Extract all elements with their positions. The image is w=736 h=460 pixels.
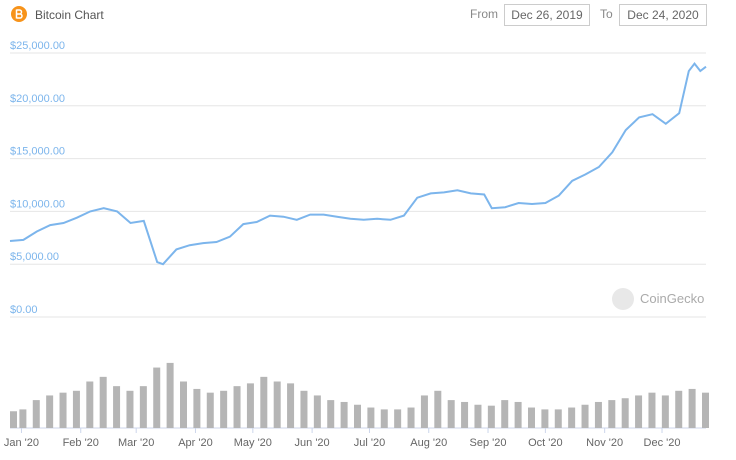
volume-bar: [675, 390, 683, 428]
volume-bar: [501, 400, 509, 428]
volume-bar: [541, 409, 549, 428]
volume-bar: [635, 395, 643, 428]
volume-bar: [340, 401, 348, 428]
y-tick-label: $15,000.00: [10, 146, 65, 158]
x-tick-label: Jun '20: [295, 437, 330, 449]
volume-bar: [220, 390, 228, 428]
volume-bar: [273, 381, 281, 428]
volume-bar: [528, 407, 535, 428]
volume-bar: [608, 400, 616, 428]
volume-bar: [367, 407, 375, 428]
volume-bar: [46, 395, 54, 428]
x-tick-label: Mar '20: [118, 437, 154, 449]
from-label: From: [470, 7, 498, 21]
x-tick-label: Dec '20: [644, 437, 681, 449]
to-date-input[interactable]: Dec 24, 2020: [619, 4, 707, 26]
volume-bar: [514, 401, 522, 428]
volume-bar: [407, 407, 415, 428]
x-tick-label: May '20: [234, 437, 272, 449]
x-tick-label: Aug '20: [410, 437, 447, 449]
volume-bar: [180, 381, 187, 428]
x-tick-label: Apr '20: [178, 437, 213, 449]
volume-bar: [447, 400, 455, 428]
from-date-input[interactable]: Dec 26, 2019: [504, 4, 590, 26]
volume-bar: [287, 383, 295, 428]
x-tick-label: Nov '20: [586, 437, 623, 449]
volume-bar: [420, 395, 428, 428]
x-tick-label: Feb '20: [63, 437, 99, 449]
volume-bar: [327, 400, 335, 428]
y-tick-label: $20,000.00: [10, 93, 65, 105]
volume-bar: [260, 376, 268, 428]
volume-bar: [193, 388, 201, 428]
volume-bar: [139, 386, 147, 428]
volume-bar: [72, 390, 80, 428]
volume-bar: [648, 392, 656, 428]
volume-bar: [300, 390, 308, 428]
volume-bar: [474, 404, 482, 428]
y-tick-label: $0.00: [10, 304, 38, 316]
y-tick-label: $10,000.00: [10, 198, 65, 210]
x-tick-label: Jul '20: [354, 437, 385, 449]
volume-bar: [354, 404, 361, 428]
volume-bar: [568, 407, 576, 428]
volume-bar: [581, 404, 589, 428]
volume-bar: [621, 398, 629, 428]
volume-bar: [166, 362, 174, 428]
to-label: To: [600, 7, 613, 21]
y-tick-label: $5,000.00: [10, 251, 59, 263]
volume-bar: [461, 401, 469, 428]
price-line: [9, 61, 707, 266]
volume-bar: [113, 386, 121, 428]
volume-bar: [554, 409, 562, 428]
volume-bar: [59, 392, 67, 428]
volume-bar: [99, 376, 107, 428]
bitcoin-glyph: [15, 9, 23, 19]
x-tick-label: Sep '20: [470, 437, 507, 449]
coingecko-logo: [612, 288, 634, 310]
volume-bar: [19, 409, 27, 428]
chart-title: Bitcoin Chart: [35, 8, 104, 22]
volume-bar: [434, 390, 442, 428]
volume-bar: [487, 405, 495, 428]
volume-bar: [661, 395, 669, 428]
watermark: CoinGecko: [640, 291, 704, 306]
volume-bar: [86, 381, 94, 428]
volume-bar: [32, 400, 40, 428]
volume-bar: [313, 395, 321, 428]
x-tick-label: Jan '20: [4, 437, 39, 449]
volume-bar: [206, 392, 214, 428]
volume-bar: [394, 409, 402, 428]
volume-bar: [10, 411, 17, 428]
volume-bar: [688, 388, 696, 428]
y-tick-label: $25,000.00: [10, 40, 65, 52]
volume-bar: [594, 401, 602, 428]
volume-bar: [153, 367, 161, 428]
volume-bar: [233, 386, 241, 428]
volume-bar: [380, 409, 388, 428]
volume-bar: [126, 390, 134, 428]
volume-bar: [246, 383, 254, 428]
volume-bar: [702, 392, 709, 428]
x-tick-label: Oct '20: [528, 437, 563, 449]
